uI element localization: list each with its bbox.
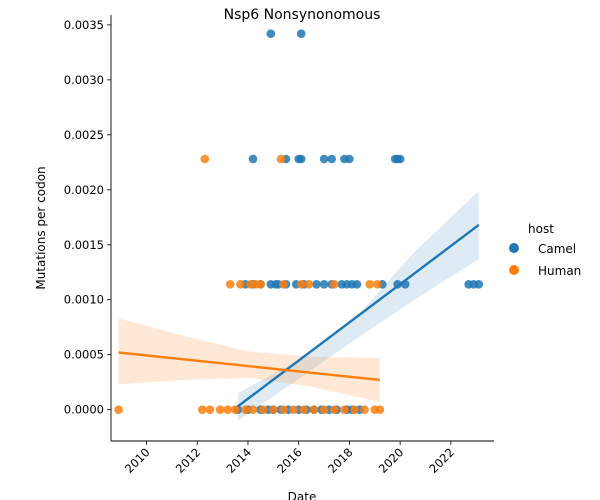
y-tick-label: 0.0015 bbox=[64, 238, 104, 252]
point-human-30 bbox=[350, 405, 359, 415]
point-human-19 bbox=[241, 405, 250, 415]
legend-label-camel: Camel bbox=[538, 242, 576, 256]
point-camel-5 bbox=[296, 154, 306, 164]
point-human-26 bbox=[309, 405, 319, 415]
trend-line-camel bbox=[237, 224, 480, 408]
x-tick-label: 2016 bbox=[274, 445, 305, 476]
point-human-28 bbox=[329, 405, 339, 415]
point-human-0 bbox=[114, 405, 123, 415]
point-human-1 bbox=[200, 154, 210, 164]
y-tick-label: 0.0005 bbox=[64, 348, 104, 362]
point-human-4 bbox=[236, 280, 245, 289]
point-human-27 bbox=[319, 405, 329, 415]
point-human-24 bbox=[289, 405, 298, 415]
x-tick-label: 2014 bbox=[223, 445, 254, 476]
x-tick-label: 2012 bbox=[173, 445, 204, 476]
point-human-17 bbox=[223, 405, 232, 415]
point-camel-7 bbox=[327, 154, 337, 164]
point-human-21 bbox=[258, 405, 268, 415]
legend: host Camel Human bbox=[509, 222, 581, 278]
point-human-20 bbox=[248, 405, 258, 415]
point-human-9 bbox=[296, 280, 306, 289]
legend-marker-human bbox=[509, 265, 519, 275]
point-human-31 bbox=[360, 405, 369, 415]
data-points bbox=[114, 29, 484, 415]
confidence-band-human bbox=[118, 318, 380, 402]
point-camel-9 bbox=[345, 154, 354, 164]
legend-label-human: Human bbox=[538, 264, 581, 278]
point-human-29 bbox=[340, 405, 349, 415]
y-tick-label: 0.0010 bbox=[64, 293, 104, 307]
point-human-14 bbox=[198, 405, 207, 415]
point-camel-22 bbox=[312, 280, 321, 289]
point-camel-28 bbox=[352, 280, 362, 289]
x-axis-ticks: 2010 2012 2014 2016 2018 2020 2022 bbox=[122, 441, 457, 476]
point-human-23 bbox=[279, 405, 288, 415]
y-axis-label: Mutations per codon bbox=[34, 166, 48, 289]
point-human-25 bbox=[299, 405, 309, 415]
y-tick-label: 0.0030 bbox=[64, 73, 104, 87]
point-human-22 bbox=[269, 405, 278, 415]
point-camel-12 bbox=[395, 154, 405, 164]
confidence-band-camel bbox=[237, 190, 479, 421]
point-human-16 bbox=[215, 405, 225, 415]
point-camel-0 bbox=[266, 29, 276, 38]
trend-lines bbox=[118, 224, 480, 408]
y-tick-label: 0.0035 bbox=[64, 18, 104, 32]
trend-line-human bbox=[118, 351, 380, 382]
y-tick-label: 0.0000 bbox=[64, 403, 104, 417]
x-tick-label: 2010 bbox=[122, 445, 153, 476]
point-human-3 bbox=[225, 280, 235, 289]
legend-marker-camel bbox=[509, 243, 519, 253]
point-human-15 bbox=[205, 405, 215, 415]
confidence-bands bbox=[118, 190, 479, 421]
chart-title: Nsp6 Nonsynonomous bbox=[224, 7, 381, 23]
point-human-8 bbox=[279, 280, 288, 289]
y-tick-label: 0.0020 bbox=[64, 183, 104, 197]
point-human-33 bbox=[375, 405, 385, 415]
x-tick-label: 2020 bbox=[376, 445, 407, 476]
x-axis-label: Date bbox=[288, 490, 317, 500]
point-camel-34 bbox=[474, 280, 484, 289]
point-human-2 bbox=[276, 154, 286, 164]
legend-title: host bbox=[528, 222, 554, 236]
point-camel-6 bbox=[319, 154, 329, 164]
point-camel-1 bbox=[296, 29, 306, 38]
x-tick-label: 2018 bbox=[325, 445, 356, 476]
point-human-18 bbox=[231, 405, 240, 415]
point-human-12 bbox=[365, 280, 375, 289]
point-camel-23 bbox=[319, 280, 329, 289]
point-human-11 bbox=[329, 280, 339, 289]
x-tick-label: 2022 bbox=[426, 445, 457, 476]
point-camel-2 bbox=[248, 154, 258, 164]
point-human-10 bbox=[304, 280, 314, 289]
y-axis-ticks: 0.0000 0.0005 0.0010 0.0015 0.0020 0.0025 0.00… bbox=[64, 18, 111, 417]
y-tick-label: 0.0025 bbox=[64, 128, 104, 142]
axes bbox=[110, 15, 494, 442]
point-human-13 bbox=[373, 280, 382, 289]
point-human-7 bbox=[256, 280, 265, 289]
